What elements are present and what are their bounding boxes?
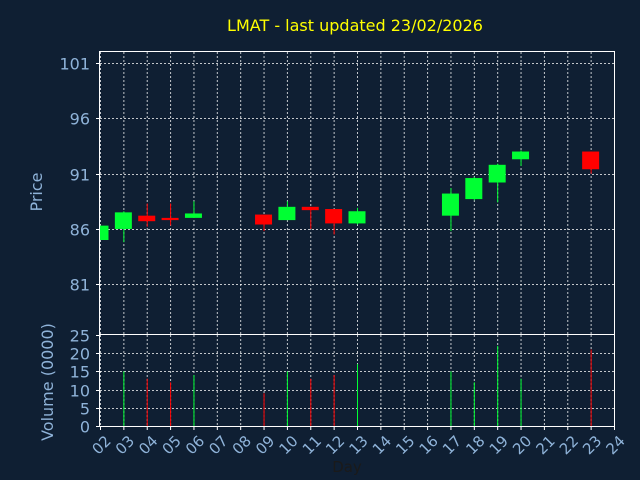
volume-bars [123, 345, 592, 426]
candle-body [582, 151, 600, 170]
x-axis-label: Day [332, 458, 362, 476]
candle-body [100, 225, 109, 240]
candle-body [325, 209, 343, 224]
candle-body [161, 217, 179, 221]
volume-tick-label: 5 [80, 400, 90, 419]
price-panel: 81 86 91 96 101 Price [27, 51, 615, 335]
candle-body [138, 215, 156, 222]
candle-body [441, 193, 459, 216]
chart-title: LMAT - last updated 23/02/2026 [227, 16, 483, 35]
price-axis-label: Price [27, 172, 46, 211]
price-tick-label: 91 [70, 166, 90, 185]
volume-tick-label: 20 [70, 345, 90, 364]
candle-body [255, 214, 273, 225]
volume-tick-label: 15 [70, 363, 90, 382]
candle-body [301, 206, 319, 211]
candle-body [278, 206, 296, 221]
volume-tick-label: 25 [70, 327, 90, 346]
price-tick-label: 101 [59, 55, 90, 74]
candle-body [184, 213, 202, 218]
candle-body [512, 151, 530, 160]
candle-body [114, 212, 132, 229]
candle-body [465, 178, 483, 200]
price-tick-label: 81 [70, 276, 90, 295]
candle-body [348, 211, 366, 224]
candle-body [488, 164, 506, 183]
price-tick-label: 86 [70, 221, 90, 240]
volume-axis-label: Volume (0000) [38, 323, 57, 441]
volume-tick-label: 0 [80, 418, 90, 437]
volume-tick-label: 10 [70, 382, 90, 401]
price-grid [100, 52, 615, 334]
price-tick-label: 96 [70, 110, 90, 129]
price-candles [100, 150, 600, 243]
price-y-ticks: 81 86 91 96 101 [59, 55, 100, 295]
